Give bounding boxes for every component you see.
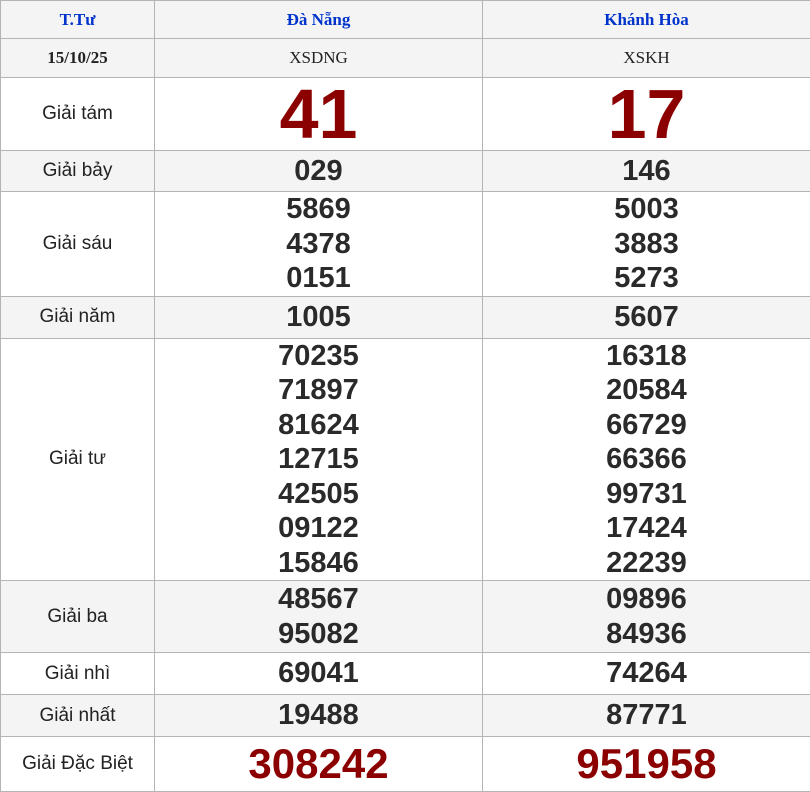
result-number: 42505 — [155, 477, 482, 512]
result-number: 17424 — [483, 511, 810, 546]
result-cell-da-nang: 1005 — [155, 296, 483, 338]
result-number: 66729 — [483, 408, 810, 443]
result-number: 029 — [155, 154, 482, 189]
draw-date[interactable]: 15/10/25 — [1, 39, 155, 78]
result-number: 69041 — [155, 656, 482, 691]
result-number: 22239 — [483, 546, 810, 581]
province-da-nang[interactable]: Đà Nẵng — [155, 1, 483, 39]
result-number: 84936 — [483, 617, 810, 652]
result-number: 81624 — [155, 408, 482, 443]
result-number: 20584 — [483, 373, 810, 408]
result-cell-da-nang: 308242 — [155, 737, 483, 792]
result-number: 41 — [155, 78, 482, 150]
prize-label: Giải bảy — [1, 151, 155, 192]
code-xskh[interactable]: XSKH — [483, 39, 810, 78]
code-xsdng[interactable]: XSDNG — [155, 39, 483, 78]
day-label: T.Tư — [1, 1, 155, 39]
result-number: 09896 — [483, 582, 810, 617]
result-number: 4378 — [155, 227, 482, 262]
result-number: 74264 — [483, 656, 810, 691]
result-number: 951958 — [483, 738, 810, 790]
prize-label: Giải tám — [1, 78, 155, 151]
result-number: 71897 — [155, 373, 482, 408]
prize-label: Giải năm — [1, 296, 155, 338]
prize-label: Giải tư — [1, 338, 155, 581]
result-cell-khanh-hoa: 17 — [483, 78, 810, 151]
result-number: 5607 — [483, 300, 810, 335]
result-number: 3883 — [483, 227, 810, 262]
result-number: 308242 — [155, 738, 482, 790]
prize-label: Giải nhì — [1, 653, 155, 695]
result-cell-da-nang: 19488 — [155, 695, 483, 737]
result-number: 48567 — [155, 582, 482, 617]
result-number: 95082 — [155, 617, 482, 652]
result-number: 99731 — [483, 477, 810, 512]
result-number: 5003 — [483, 192, 810, 227]
result-number: 5273 — [483, 261, 810, 296]
result-number: 87771 — [483, 698, 810, 733]
result-number: 09122 — [155, 511, 482, 546]
result-cell-khanh-hoa: 5607 — [483, 296, 810, 338]
result-cell-khanh-hoa: 951958 — [483, 737, 810, 792]
result-number: 19488 — [155, 698, 482, 733]
result-cell-khanh-hoa: 74264 — [483, 653, 810, 695]
result-cell-khanh-hoa: 87771 — [483, 695, 810, 737]
prize-label: Giải sáu — [1, 192, 155, 297]
result-number: 66366 — [483, 442, 810, 477]
result-number: 146 — [483, 154, 810, 189]
prize-label: Giải ba — [1, 581, 155, 653]
prize-label: Giải Đặc Biệt — [1, 737, 155, 792]
prize-label: Giải nhất — [1, 695, 155, 737]
result-cell-da-nang: 69041 — [155, 653, 483, 695]
result-cell-da-nang: 029 — [155, 151, 483, 192]
result-number: 12715 — [155, 442, 482, 477]
result-number: 5869 — [155, 192, 482, 227]
province-khanh-hoa[interactable]: Khánh Hòa — [483, 1, 810, 39]
result-number: 16318 — [483, 339, 810, 374]
result-number: 17 — [483, 78, 810, 150]
result-number: 70235 — [155, 339, 482, 374]
result-number: 15846 — [155, 546, 482, 581]
date-row: 15/10/25 XSDNG XSKH — [1, 39, 810, 78]
result-cell-da-nang: 41 — [155, 78, 483, 151]
result-number: 1005 — [155, 300, 482, 335]
result-number: 0151 — [155, 261, 482, 296]
result-cell-khanh-hoa: 146 — [483, 151, 810, 192]
header-row: T.Tư Đà Nẵng Khánh Hòa — [1, 1, 810, 39]
